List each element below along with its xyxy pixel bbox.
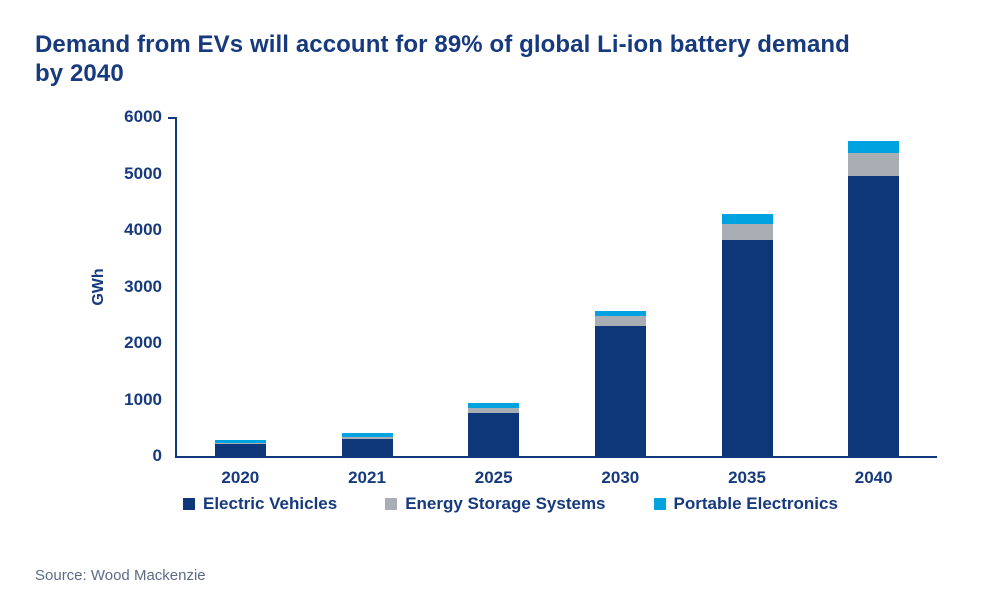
y-axis-end-tick bbox=[168, 117, 175, 119]
legend-label-electric-vehicles: Electric Vehicles bbox=[203, 494, 338, 513]
legend-label-portable-electronics: Portable Electronics bbox=[673, 494, 838, 513]
y-tick-label-4000: 4000 bbox=[124, 220, 162, 239]
bar-2021-electric-vehicles bbox=[341, 438, 393, 456]
bar-2025-electric-vehicles bbox=[468, 412, 520, 456]
bar-2030-portable-electronics bbox=[594, 310, 646, 317]
plot-area: 0 1000 2000 3000 4000 5000 6000 2020 2021 2025 203… bbox=[124, 108, 937, 487]
bar-2035-energy-storage-systems bbox=[721, 224, 773, 241]
x-tick-label-2040: 2040 bbox=[854, 468, 893, 487]
bar-2025-energy-storage-systems bbox=[468, 407, 520, 413]
bar-2030-electric-vehicles bbox=[594, 326, 646, 456]
y-tick-label-1000: 1000 bbox=[124, 389, 162, 409]
bar-2040-electric-vehicles bbox=[848, 176, 900, 456]
bar-2030-energy-storage-systems bbox=[594, 316, 646, 327]
y-tick-label-0: 0 bbox=[152, 446, 162, 465]
bar-2035-electric-vehicles bbox=[721, 240, 773, 456]
bar-2040-energy-storage-systems bbox=[848, 152, 900, 177]
bar-2020-portable-electronics bbox=[214, 440, 266, 443]
x-tick-label-2030: 2030 bbox=[601, 468, 640, 487]
legend-item-energy-storage-systems: Energy Storage Systems bbox=[385, 494, 606, 514]
legend-item-portable-electronics: Portable Electronics bbox=[653, 494, 838, 514]
legend-label-energy-storage-systems: Energy Storage Systems bbox=[405, 494, 606, 513]
bar-2021-portable-electronics bbox=[341, 432, 393, 438]
bar-2035-portable-electronics bbox=[721, 214, 773, 225]
bar-2040-portable-electronics bbox=[848, 140, 900, 153]
y-tick-label-5000: 5000 bbox=[124, 163, 162, 183]
x-tick-label-2025: 2025 bbox=[474, 468, 513, 487]
legend-swatch-electric-vehicles bbox=[183, 498, 195, 510]
bar-2021-energy-storage-systems bbox=[341, 437, 393, 439]
bar-2025-portable-electronics bbox=[468, 402, 520, 408]
y-tick-label-2000: 2000 bbox=[124, 333, 162, 352]
bar-2020-energy-storage-systems bbox=[214, 442, 266, 445]
legend-swatch-energy-storage-systems bbox=[385, 498, 398, 510]
legend-swatch-portable-electronics bbox=[653, 498, 666, 510]
y-axis-title: GWh bbox=[90, 268, 107, 306]
bar-2020-electric-vehicles bbox=[214, 444, 266, 456]
x-tick-label-2020: 2020 bbox=[221, 468, 260, 487]
y-tick-label-3000: 3000 bbox=[124, 276, 162, 296]
chart-title: Demand from EVs will account for 89% of … bbox=[35, 31, 850, 88]
source-note: Source: Wood Mackenzie bbox=[35, 567, 206, 584]
legend: Electric Vehicles Energy Storage Systems P… bbox=[183, 494, 838, 514]
x-tick-label-2035: 2035 bbox=[728, 468, 766, 487]
x-tick-label-2021: 2021 bbox=[348, 468, 386, 487]
y-tick-label-6000: 6000 bbox=[124, 107, 162, 126]
legend-item-electric-vehicles: Electric Vehicles bbox=[183, 494, 337, 514]
